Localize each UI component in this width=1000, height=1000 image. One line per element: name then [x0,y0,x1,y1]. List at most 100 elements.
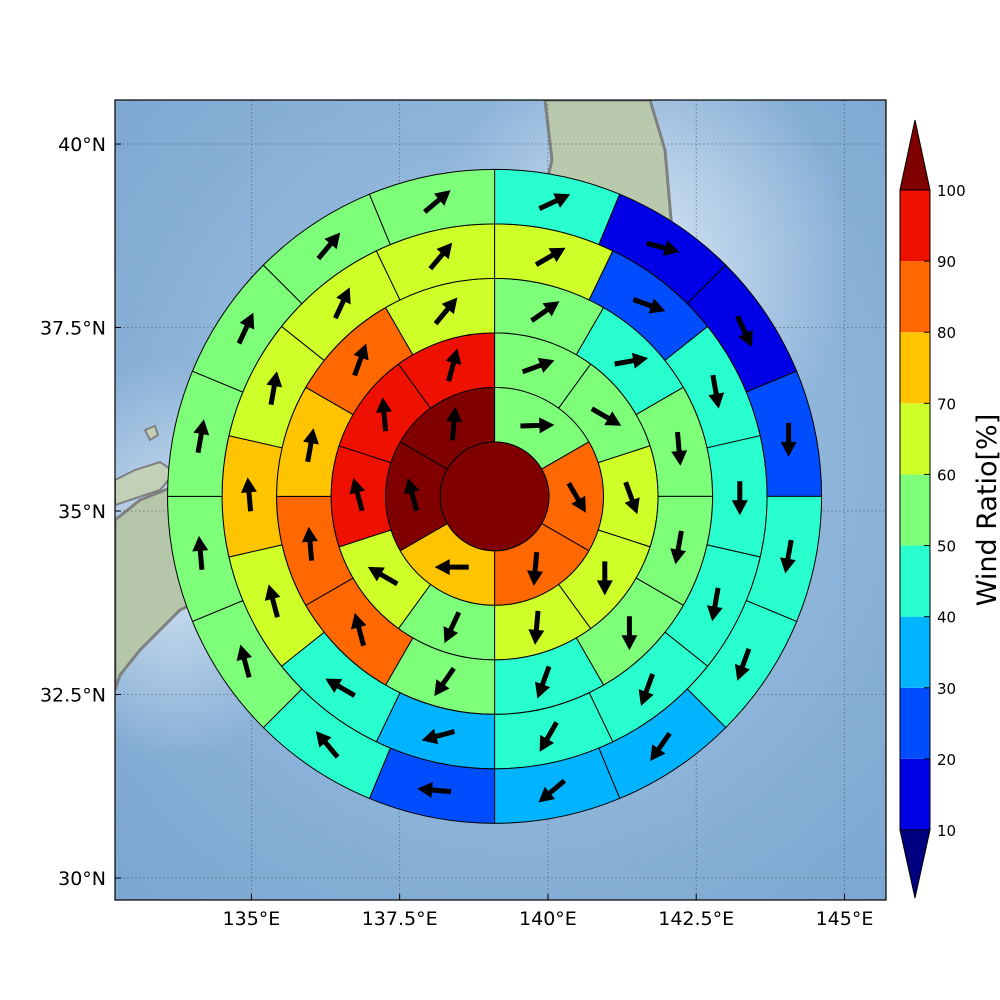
x-tick-label: 145°E [816,908,874,930]
wind-arrow [530,301,560,323]
wind-arrow [375,397,392,432]
wind-arrow-shape [596,561,613,596]
wind-arrow-shape [590,406,622,426]
wind-arrow-shape [423,190,451,214]
wind-arrow [236,312,255,345]
wind-arrow [417,781,452,798]
wind-arrow-shape [301,526,318,561]
wind-arrow-shape [734,647,752,681]
colorbar-tick-label: 80 [937,324,956,342]
wind-arrow-shape [623,481,640,515]
colorbar-segment [900,687,930,759]
wind-arrow-shape [538,778,567,803]
wind-arrow [266,371,283,406]
wind-arrow [301,526,318,561]
colorbar-segment [900,758,930,830]
wind-arrow [350,612,367,647]
wind-arrow [193,419,210,454]
wind-arrow [528,610,545,645]
wind-arrow [446,406,463,441]
wind-arrow [433,297,458,326]
wind-arrow [638,673,655,706]
wind-arrow [535,665,552,699]
colorbar-segment [900,261,930,333]
wind-arrow-shape [566,482,586,513]
land-island [143,424,160,442]
wind-arrow-shape [520,417,555,434]
colorbar-segment [900,616,930,688]
y-tick-label: 40°N [58,134,106,156]
wind-arrow-shape [192,535,209,570]
colorbar-frame [899,189,931,831]
wind-arrow-shape [708,374,725,409]
wind-arrow [735,315,753,348]
wind-arrow [590,406,622,426]
colorbar-segment [900,403,930,475]
colorbar-segment [900,474,930,546]
ring-sector [330,445,392,548]
wind-arrow [614,352,649,369]
wind-arrow-shape [650,731,672,762]
wind-arrow-shape [534,247,566,267]
axis-ticks: 135°E 137.5°E 140°E 142.5°E 145°E 30°N 32.5°N 3… [40,134,873,930]
y-tick-label: 32.5°N [40,684,106,706]
wind-arrow-shape [193,419,210,454]
wind-arrow [192,535,209,570]
colorbar-tick-label: 90 [937,253,956,271]
wind-arrow [316,232,341,261]
colorbar-tick-label: 20 [937,751,956,769]
colorbar-segment [900,332,930,404]
wind-arrow [780,539,796,574]
wind-arrow [421,728,456,745]
wind-arrow [645,240,680,256]
wind-arrow [671,431,688,466]
ring-sector [221,435,283,558]
wind-arrow-shape [240,477,257,512]
wind-arrow-shape [325,678,356,698]
colorbar-extend-max [899,119,931,191]
wind-arrow-shape [236,312,255,345]
wind-arrow [521,357,555,375]
wind-arrow-shape [527,551,544,587]
colorbar-tick-label: 40 [937,609,956,627]
wind-arrow [404,477,420,512]
wind-arrow [538,778,567,803]
colorbar-segment [900,190,930,262]
wind-arrow-shape [538,193,571,211]
wind-arrow-shape [706,587,723,622]
wind-arrow-shape [433,297,458,326]
wind-arrow-shape [735,315,753,348]
wind-arrow-shape [404,477,420,512]
wind-arrow [325,678,356,698]
colorbar-tick-label: 70 [937,395,956,413]
colorbar: 10 20 30 40 50 60 70 80 90 100 [899,119,966,899]
wind-arrow [236,644,252,679]
wind-arrow-shape [236,644,252,679]
wind-arrow-shape [731,481,748,516]
wind-arrow-shape [352,343,369,377]
wind-arrow [434,666,456,697]
wind-arrow-shape [614,352,649,369]
wind-arrow [670,530,686,565]
map-panel [115,100,886,900]
wind-arrow [428,242,453,271]
wind-arrow-shape [638,673,655,706]
colorbar-title: Wind Ratio[%] [972,414,1000,606]
wind-arrow-shape [315,731,340,759]
wind-arrow-shape [349,477,365,512]
wind-arrow [632,297,666,314]
wind-arrow-shape [434,666,456,697]
wind-arrow-shape [621,616,638,651]
wind-arrow [650,731,672,762]
x-tick-label: 140°E [519,908,577,930]
x-tick-label: 137.5°E [362,908,438,930]
wind-arrow [303,428,319,463]
wind-arrow-shape [443,611,462,644]
wind-arrow [623,481,640,515]
wind-arrow-shape [316,232,341,261]
wind-arrow-shape [417,781,452,798]
wind-arrow [621,616,638,651]
wind-arrow [734,647,752,681]
ring-sector [439,441,550,552]
